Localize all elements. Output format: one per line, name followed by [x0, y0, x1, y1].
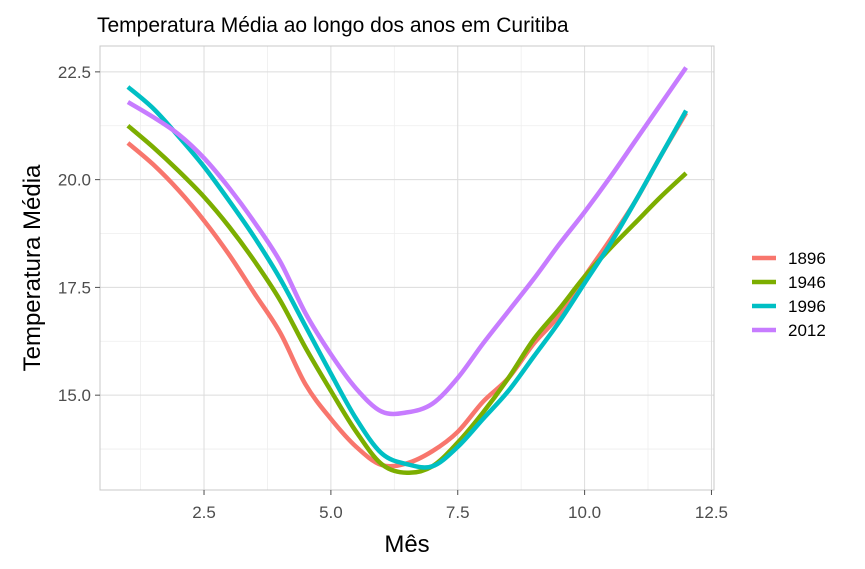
chart-title: Temperatura Média ao longo dos anos em C…: [97, 14, 569, 37]
series-lines: [126, 66, 689, 476]
x-axis-title: Mês: [384, 531, 429, 558]
y-tick-label: 15.0: [58, 386, 91, 405]
x-tick-label: 2.5: [192, 503, 216, 522]
y-axis-title: Temperatura Média: [19, 164, 46, 371]
axes: 2.5 5.0 7.5 10.0 12.5 15.0 17.5 20.0 22.5: [58, 63, 728, 522]
legend-label-1996: 1996: [788, 297, 826, 316]
y-tick-label: 17.5: [58, 278, 91, 297]
x-tick-label: 7.5: [446, 503, 470, 522]
legend-label-1946: 1946: [788, 273, 826, 292]
x-tick-label: 10.0: [568, 503, 601, 522]
y-tick-label: 22.5: [58, 63, 91, 82]
y-tick-label: 20.0: [58, 171, 91, 190]
legend-label-1896: 1896: [788, 249, 826, 268]
plot-frame: [99, 45, 715, 491]
series-line-1996: [126, 85, 689, 470]
x-tick-label: 5.0: [319, 503, 343, 522]
x-tick-label: 12.5: [695, 503, 728, 522]
legend: 1896 1946 1996 2012: [752, 249, 826, 340]
series-line-2012: [126, 66, 688, 417]
legend-label-2012: 2012: [788, 321, 826, 340]
grid: [100, 46, 714, 490]
